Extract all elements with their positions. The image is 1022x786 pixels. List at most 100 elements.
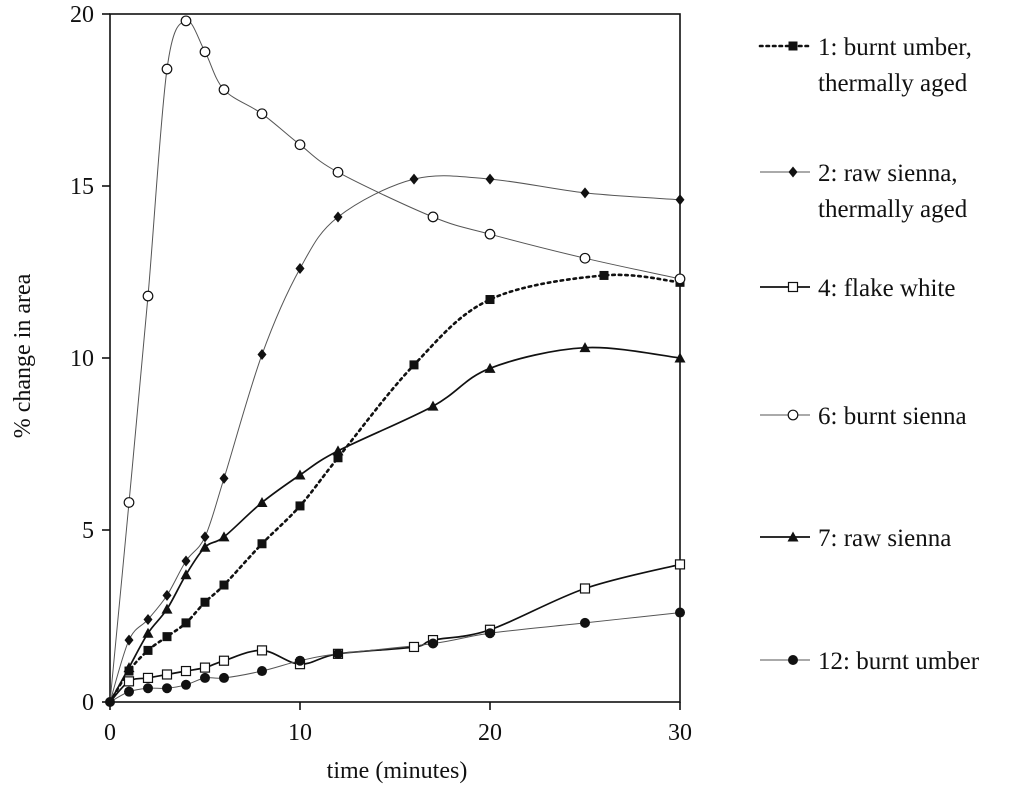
- legend-marker: [787, 281, 799, 293]
- data-point: [218, 84, 230, 96]
- data-point: [257, 349, 267, 361]
- legend-label: 4: flake white: [818, 275, 955, 302]
- data-point: [199, 46, 211, 58]
- data-point: [218, 531, 230, 542]
- data-point: [295, 501, 305, 511]
- data-point: [143, 613, 153, 625]
- data-point: [162, 632, 172, 642]
- data-point: [484, 362, 496, 373]
- data-point: [162, 589, 172, 601]
- series-markers: [105, 15, 686, 707]
- data-point: [294, 469, 306, 480]
- data-point: [332, 445, 344, 456]
- y-tick-label: 20: [70, 2, 94, 28]
- series-4-line: [109, 20, 681, 703]
- origin-point: [105, 697, 115, 707]
- series-2-points: [124, 173, 685, 646]
- data-point: [161, 603, 173, 614]
- data-point: [257, 539, 267, 549]
- data-point: [180, 665, 192, 677]
- data-point: [181, 555, 191, 567]
- data-point: [256, 645, 268, 656]
- data-point: [257, 666, 267, 677]
- data-point: [200, 672, 210, 683]
- x-tick-label: 0: [104, 720, 116, 746]
- legend-entry-1: 1: burnt umber, thermally aged: [758, 34, 972, 97]
- data-point: [408, 641, 420, 653]
- legend-marker: [788, 655, 798, 665]
- data-point: [123, 676, 135, 687]
- legend-label: 12: burnt umber: [818, 648, 980, 675]
- data-point: [180, 15, 192, 27]
- data-point: [123, 662, 135, 673]
- x-tick-label: 10: [288, 720, 312, 746]
- data-point: [579, 583, 591, 594]
- data-point: [599, 270, 609, 280]
- data-point: [485, 173, 495, 185]
- data-point: [333, 648, 343, 659]
- y-axis-title: % change in area: [10, 273, 36, 438]
- data-point: [294, 139, 306, 151]
- data-point: [675, 607, 685, 618]
- data-point: [123, 497, 135, 508]
- data-point: [580, 617, 590, 628]
- legend-marker: [788, 41, 798, 51]
- series-1-line: [108, 273, 682, 704]
- data-point: [674, 273, 686, 285]
- series-1-points: [124, 270, 685, 676]
- data-point: [580, 187, 590, 199]
- data-point: [674, 559, 686, 570]
- series-6-points: [124, 607, 685, 697]
- legend-label: 6: burnt sienna: [818, 403, 967, 430]
- legend-entry-2: 2: raw sienna, thermally aged: [760, 160, 968, 223]
- data-point: [295, 263, 305, 275]
- plot-area: 0 10 20 30 0 5 10 15 20: [70, 2, 692, 746]
- data-point: [485, 295, 495, 305]
- series-lines: [108, 20, 682, 704]
- data-point: [219, 580, 229, 590]
- legend-label: thermally aged: [818, 196, 968, 223]
- legend-marker: [787, 531, 799, 542]
- legend-label: thermally aged: [818, 70, 968, 97]
- data-point: [124, 686, 134, 697]
- series-6-line: [109, 612, 681, 703]
- series-2-line: [109, 175, 681, 703]
- data-point: [333, 211, 343, 223]
- x-tick-label: 20: [478, 720, 502, 746]
- y-tick-label: 10: [70, 346, 94, 372]
- data-point: [332, 166, 344, 178]
- legend-label: 1: burnt umber,: [818, 34, 972, 61]
- y-tick-label: 5: [82, 518, 94, 544]
- data-point: [142, 627, 154, 638]
- data-point: [256, 496, 268, 507]
- data-point: [219, 472, 229, 484]
- data-point: [142, 290, 154, 302]
- data-point: [409, 173, 419, 185]
- data-point: [199, 662, 211, 673]
- data-point: [579, 342, 591, 353]
- data-point: [219, 672, 229, 683]
- x-axis-title: time (minutes): [327, 758, 468, 784]
- x-tick-label: 30: [668, 720, 692, 746]
- data-point: [333, 453, 343, 463]
- legend-label: 2: raw sienna,: [818, 160, 958, 187]
- data-point: [485, 628, 495, 639]
- data-point: [142, 672, 154, 684]
- data-point: [579, 252, 591, 264]
- legend-entry-6: 12: burnt umber: [760, 648, 980, 675]
- data-point: [675, 194, 685, 206]
- legend-entry-4: 6: burnt sienna: [760, 403, 967, 430]
- plot-frame: [109, 13, 681, 703]
- series-4-points: [123, 15, 686, 508]
- y-tick-label: 15: [70, 174, 94, 200]
- data-point: [181, 618, 191, 628]
- data-point: [161, 669, 173, 680]
- data-point: [428, 638, 438, 649]
- data-point: [427, 211, 439, 223]
- data-point: [295, 655, 305, 666]
- data-point: [427, 400, 439, 411]
- data-point: [674, 352, 686, 363]
- data-point: [181, 679, 191, 690]
